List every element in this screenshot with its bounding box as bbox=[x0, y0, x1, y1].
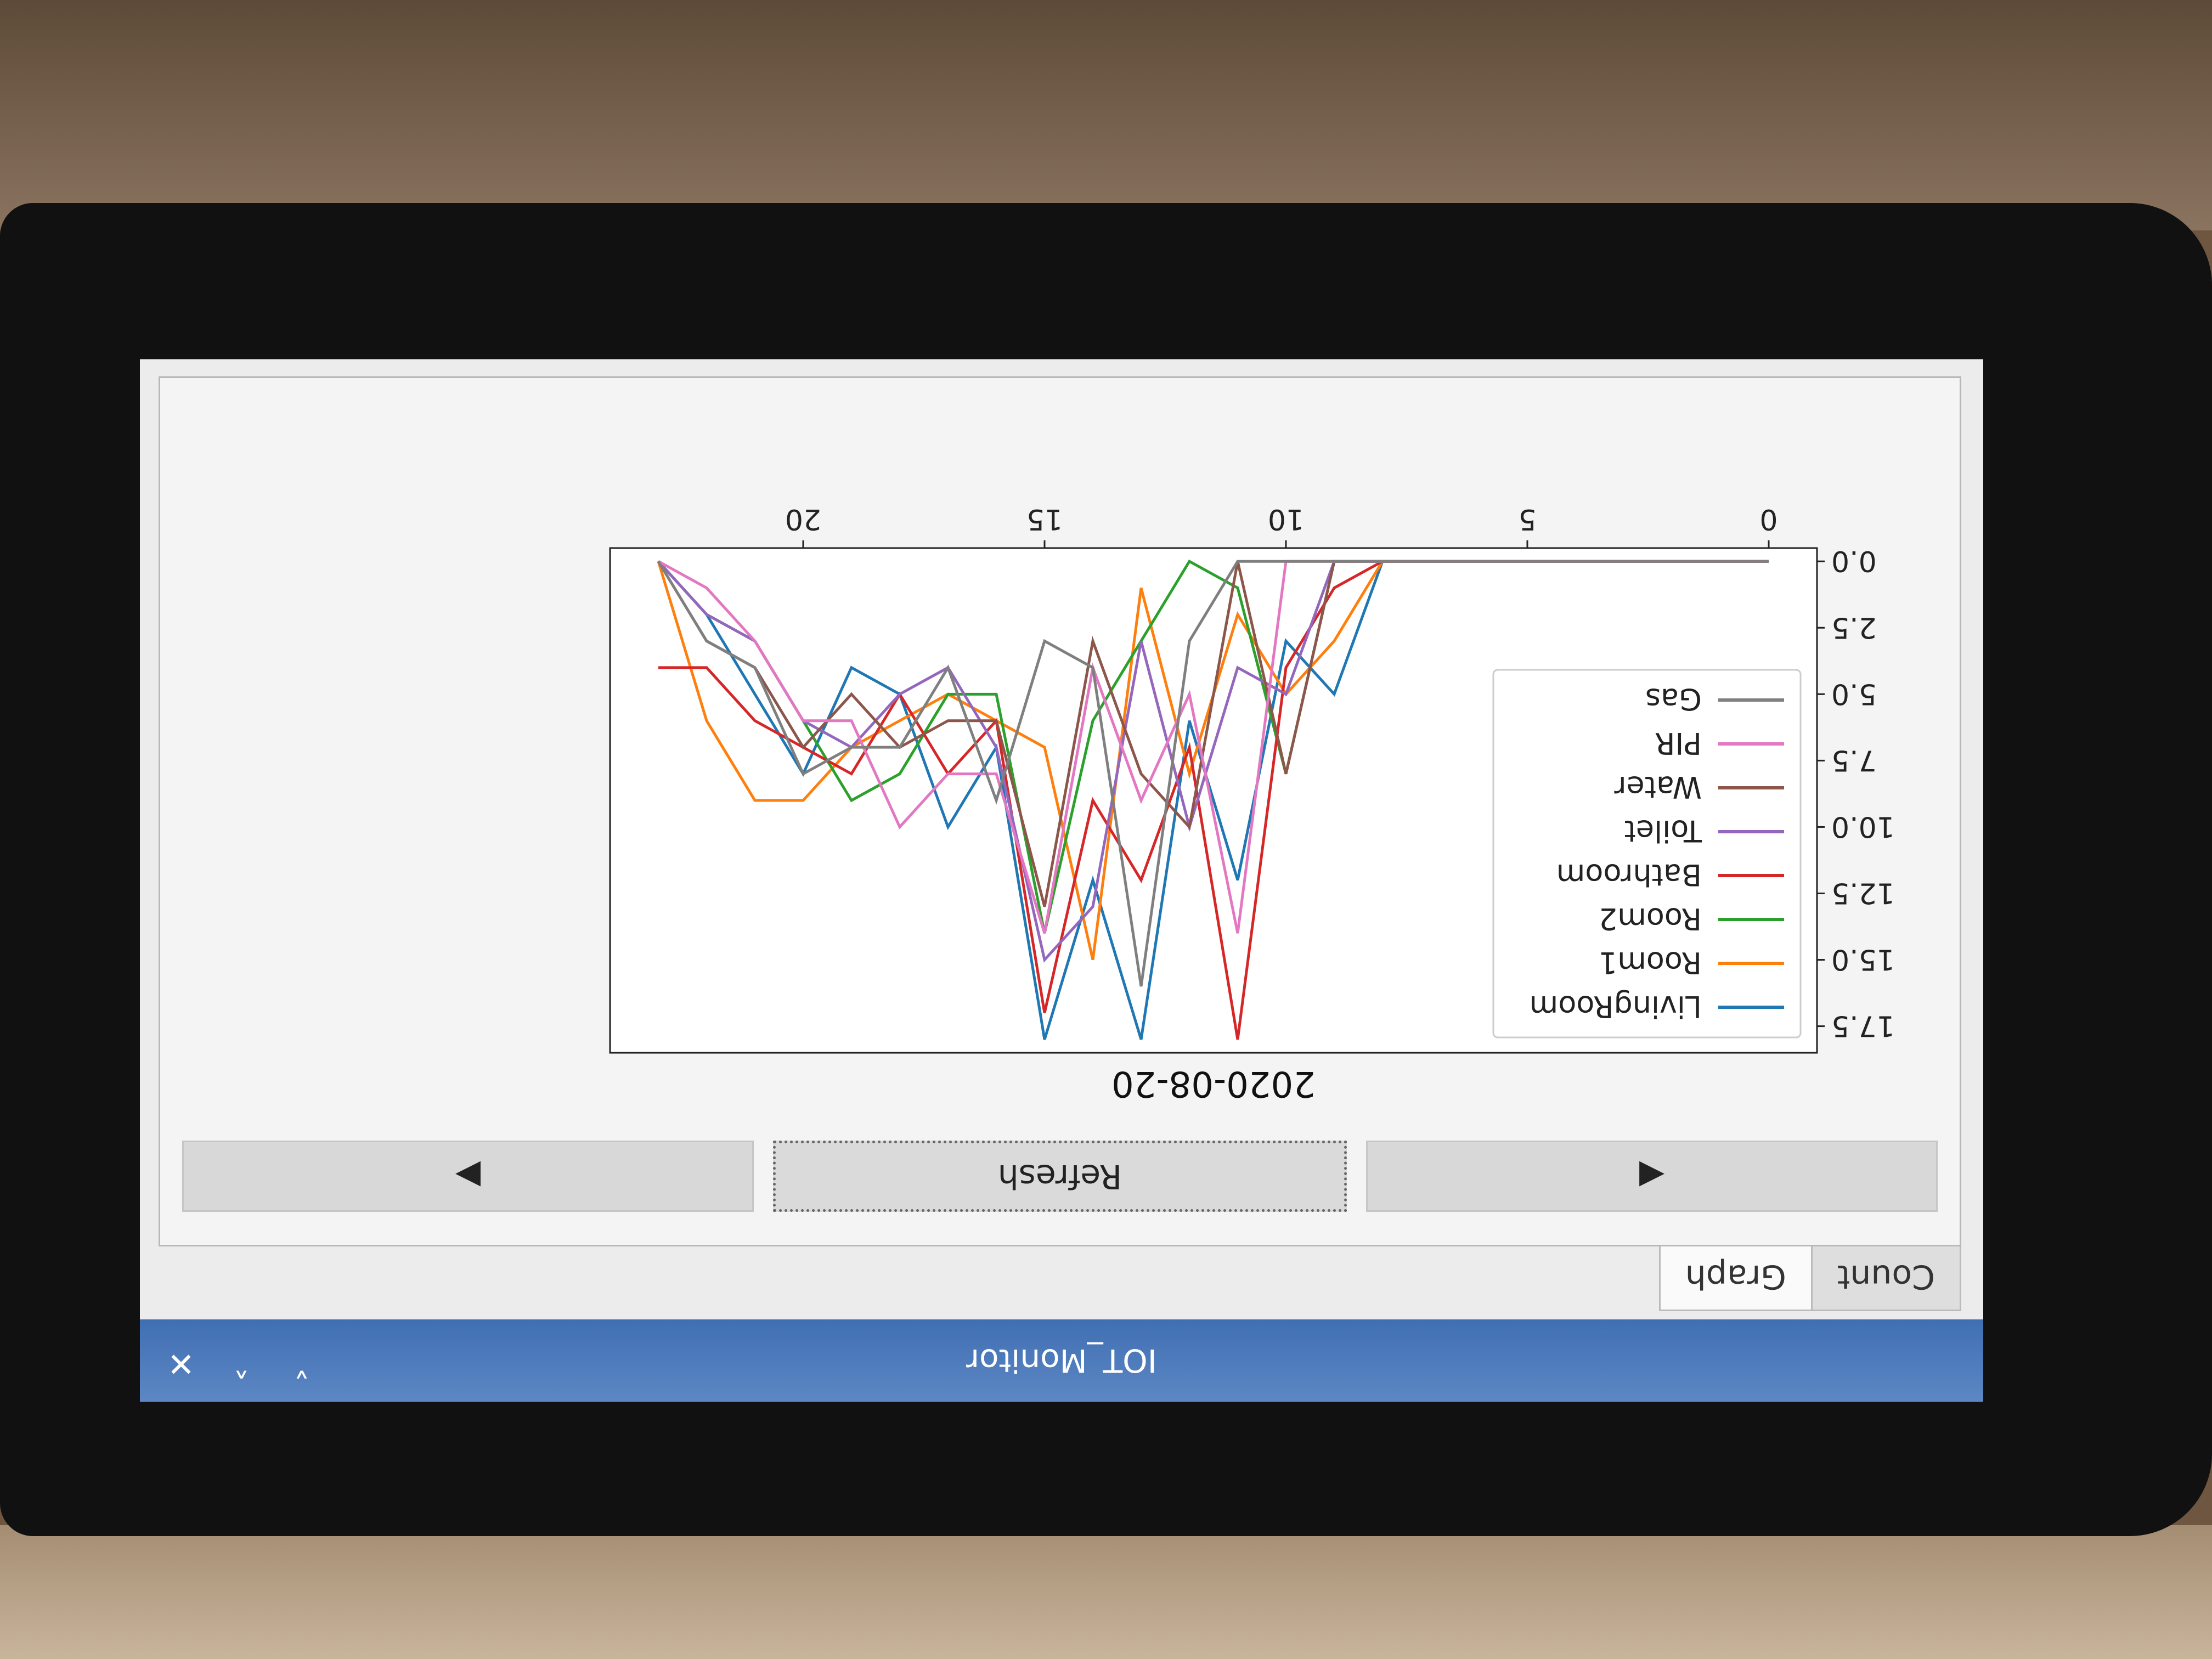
tab-graph[interactable]: Graph bbox=[1658, 1245, 1813, 1311]
legend-label: Room2 bbox=[1599, 901, 1702, 936]
y-tick-label: 10.0 bbox=[1831, 810, 1895, 843]
y-tick-label: 5.0 bbox=[1831, 677, 1877, 710]
y-tick-label: 2.5 bbox=[1831, 611, 1877, 644]
navigation-bar: ◀ Refresh ▶ bbox=[182, 1141, 1938, 1212]
axes: 0 5 10 15 20 0.0 2.5 5.0 7.5 10.0 12.5 15.0 17.5 bbox=[785, 503, 1895, 1042]
x-tick-label: 10 bbox=[1268, 503, 1304, 535]
x-tick-label: 20 bbox=[785, 503, 821, 535]
window-controls: ˅ ˄ ✕ bbox=[162, 1344, 321, 1383]
series-line-gas bbox=[657, 560, 1769, 987]
background-wall bbox=[0, 0, 2212, 230]
legend-label: Bathroom bbox=[1556, 857, 1702, 892]
series-lines bbox=[657, 559, 1769, 1040]
title-bar[interactable]: IOT_Monitor ˅ ˄ ✕ bbox=[140, 1319, 1983, 1402]
legend-label: LivingRoom bbox=[1530, 989, 1702, 1024]
background-table bbox=[0, 1525, 2212, 1659]
legend-label: Toilet bbox=[1624, 814, 1702, 848]
next-button[interactable]: ▶ bbox=[182, 1141, 754, 1212]
chart-container: 2020-08-20 0 5 10 15 20 0.0 2.5 5.0 7.5 10.0 12.5 1… bbox=[160, 378, 1960, 1124]
maximize-icon[interactable]: ˄ bbox=[233, 1344, 250, 1383]
minimize-icon[interactable]: ˅ bbox=[294, 1344, 310, 1383]
legend: LivingRoom Room1 Room2 Bathroom Toilet Water P… bbox=[1492, 669, 1802, 1039]
previous-button[interactable]: ◀ bbox=[1366, 1141, 1938, 1212]
chart-title: 2020-08-20 bbox=[1111, 1063, 1316, 1104]
graph-panel: ◀ Refresh ▶ 2020-08-20 0 5 10 15 20 0.0 2.5 5.0… bbox=[159, 376, 1961, 1246]
y-tick-label: 12.5 bbox=[1831, 876, 1895, 909]
screen: IOT_Monitor ˅ ˄ ✕ Count Graph ◀ Refresh … bbox=[140, 359, 1983, 1402]
y-tick-label: 17.5 bbox=[1831, 1009, 1895, 1042]
legend-box bbox=[1492, 669, 1802, 1039]
legend-label: Water bbox=[1614, 770, 1702, 804]
x-tick-label: 5 bbox=[1518, 503, 1536, 535]
app-window: IOT_Monitor ˅ ˄ ✕ Count Graph ◀ Refresh … bbox=[140, 359, 1983, 1402]
tab-count[interactable]: Count bbox=[1810, 1245, 1961, 1311]
x-tick-label: 0 bbox=[1759, 503, 1778, 535]
legend-label: PIR bbox=[1655, 726, 1702, 760]
y-tick-label: 0.0 bbox=[1831, 544, 1877, 577]
y-tick-label: 15.0 bbox=[1831, 943, 1895, 976]
legend-label: Room1 bbox=[1599, 945, 1702, 980]
y-tick-label: 7.5 bbox=[1831, 743, 1877, 776]
close-icon[interactable]: ✕ bbox=[167, 1344, 195, 1383]
refresh-button[interactable]: Refresh bbox=[773, 1141, 1347, 1212]
tab-bar: Count Graph bbox=[1658, 1245, 1961, 1311]
x-tick-label: 15 bbox=[1026, 503, 1063, 535]
window-title: IOT_Monitor bbox=[966, 1342, 1157, 1379]
legend-label: Gas bbox=[1645, 682, 1702, 716]
line-chart: 2020-08-20 0 5 10 15 20 0.0 2.5 5.0 7.5 10.0 12.5 1… bbox=[609, 503, 1895, 1104]
